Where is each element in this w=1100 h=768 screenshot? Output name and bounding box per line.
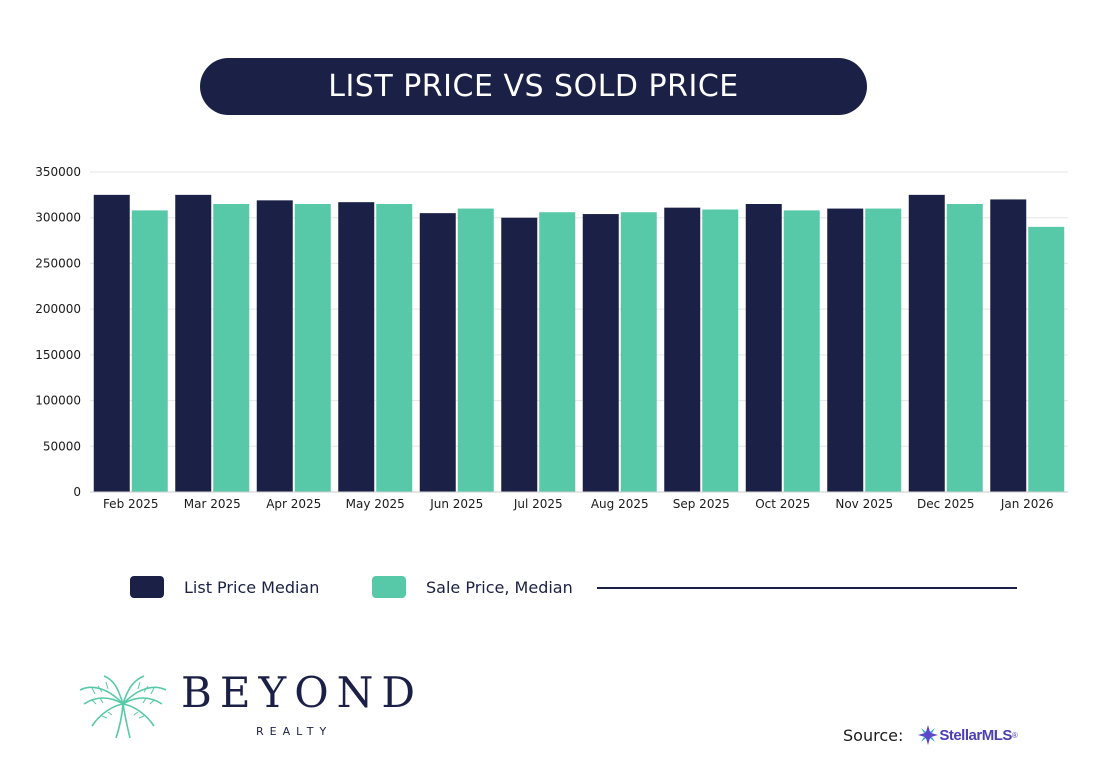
stellar-star-icon (918, 725, 939, 745)
bar-sale-price (131, 210, 168, 492)
x-tick-label: Nov 2025 (835, 497, 893, 511)
bar-list-price (827, 208, 864, 493)
x-tick-label: Jun 2025 (429, 497, 483, 511)
legend-item-sale-price: Sale Price, Median (372, 576, 573, 598)
bar-sale-price (1028, 226, 1065, 492)
x-tick-label: Mar 2025 (184, 497, 241, 511)
legend-swatch-sale-price (372, 576, 406, 598)
x-tick-label: Sep 2025 (673, 497, 730, 511)
legend-label-list-price: List Price Median (184, 577, 320, 597)
y-tick-label: 200000 (35, 302, 81, 316)
stellar-mls-text: StellarMLS (939, 726, 1012, 744)
bar-list-price (664, 207, 701, 492)
bar-sale-price (865, 208, 902, 493)
bar-list-price (419, 213, 456, 492)
bar-sale-price (783, 210, 820, 492)
bar-list-price (745, 204, 782, 492)
x-tick-label: May 2025 (346, 497, 405, 511)
y-tick-label: 350000 (35, 165, 81, 179)
chart-title: LIST PRICE VS SOLD PRICE (328, 69, 739, 104)
y-tick-label: 50000 (43, 439, 81, 453)
legend-swatch-list-price (130, 576, 164, 598)
x-tick-label: Oct 2025 (755, 497, 810, 511)
bar-list-price (256, 200, 293, 492)
bar-list-price (501, 217, 538, 492)
bar-list-price (93, 194, 130, 492)
stellar-registered-mark: ® (1011, 730, 1018, 740)
bar-sale-price (294, 204, 331, 492)
bar-sale-price (702, 209, 739, 492)
brand-name: BEYOND (181, 668, 424, 717)
bar-sale-price (946, 204, 983, 492)
x-tick-label: Feb 2025 (103, 497, 159, 511)
legend-divider-line (597, 587, 1017, 589)
bar-list-price (175, 194, 212, 492)
bar-list-price (990, 199, 1027, 492)
y-tick-label: 150000 (35, 348, 81, 362)
bar-sale-price (539, 212, 576, 492)
beyond-realty-logo: BEYOND REALTY (78, 668, 418, 742)
bar-sale-price (213, 204, 250, 492)
chart-title-banner: LIST PRICE VS SOLD PRICE (200, 58, 867, 115)
legend-item-list-price: List Price Median (130, 576, 319, 598)
x-tick-label: Jul 2025 (513, 497, 563, 511)
palm-tree-icon (79, 675, 167, 739)
bar-list-price (908, 194, 945, 492)
brand-subtitle: REALTY (256, 725, 333, 738)
source-attribution: Source: StellarMLS ® (843, 722, 1018, 748)
x-tick-label: Dec 2025 (917, 497, 975, 511)
source-label: Source: (843, 725, 904, 745)
legend-label-sale-price: Sale Price, Median (426, 577, 573, 597)
x-tick-label: Apr 2025 (266, 497, 321, 511)
bar-chart: 0 50000 100000 150000 200000 250000 300000 3500… (35, 165, 1068, 511)
bar-sale-price (620, 212, 657, 492)
x-tick-label: Aug 2025 (591, 497, 649, 511)
bar-sale-price (376, 204, 413, 492)
x-tick-label: Jan 2026 (1000, 497, 1054, 511)
bar-sale-price (457, 208, 494, 493)
y-tick-label: 300000 (35, 211, 81, 225)
bar-list-price (582, 214, 619, 493)
bar-list-price (338, 202, 375, 492)
stellar-mls-logo: StellarMLS ® (917, 724, 1018, 746)
chart-legend: List Price Median Sale Price, Median (130, 576, 1030, 602)
y-tick-label: 0 (73, 485, 81, 499)
y-tick-label: 250000 (35, 256, 81, 270)
y-tick-label: 100000 (35, 394, 81, 408)
